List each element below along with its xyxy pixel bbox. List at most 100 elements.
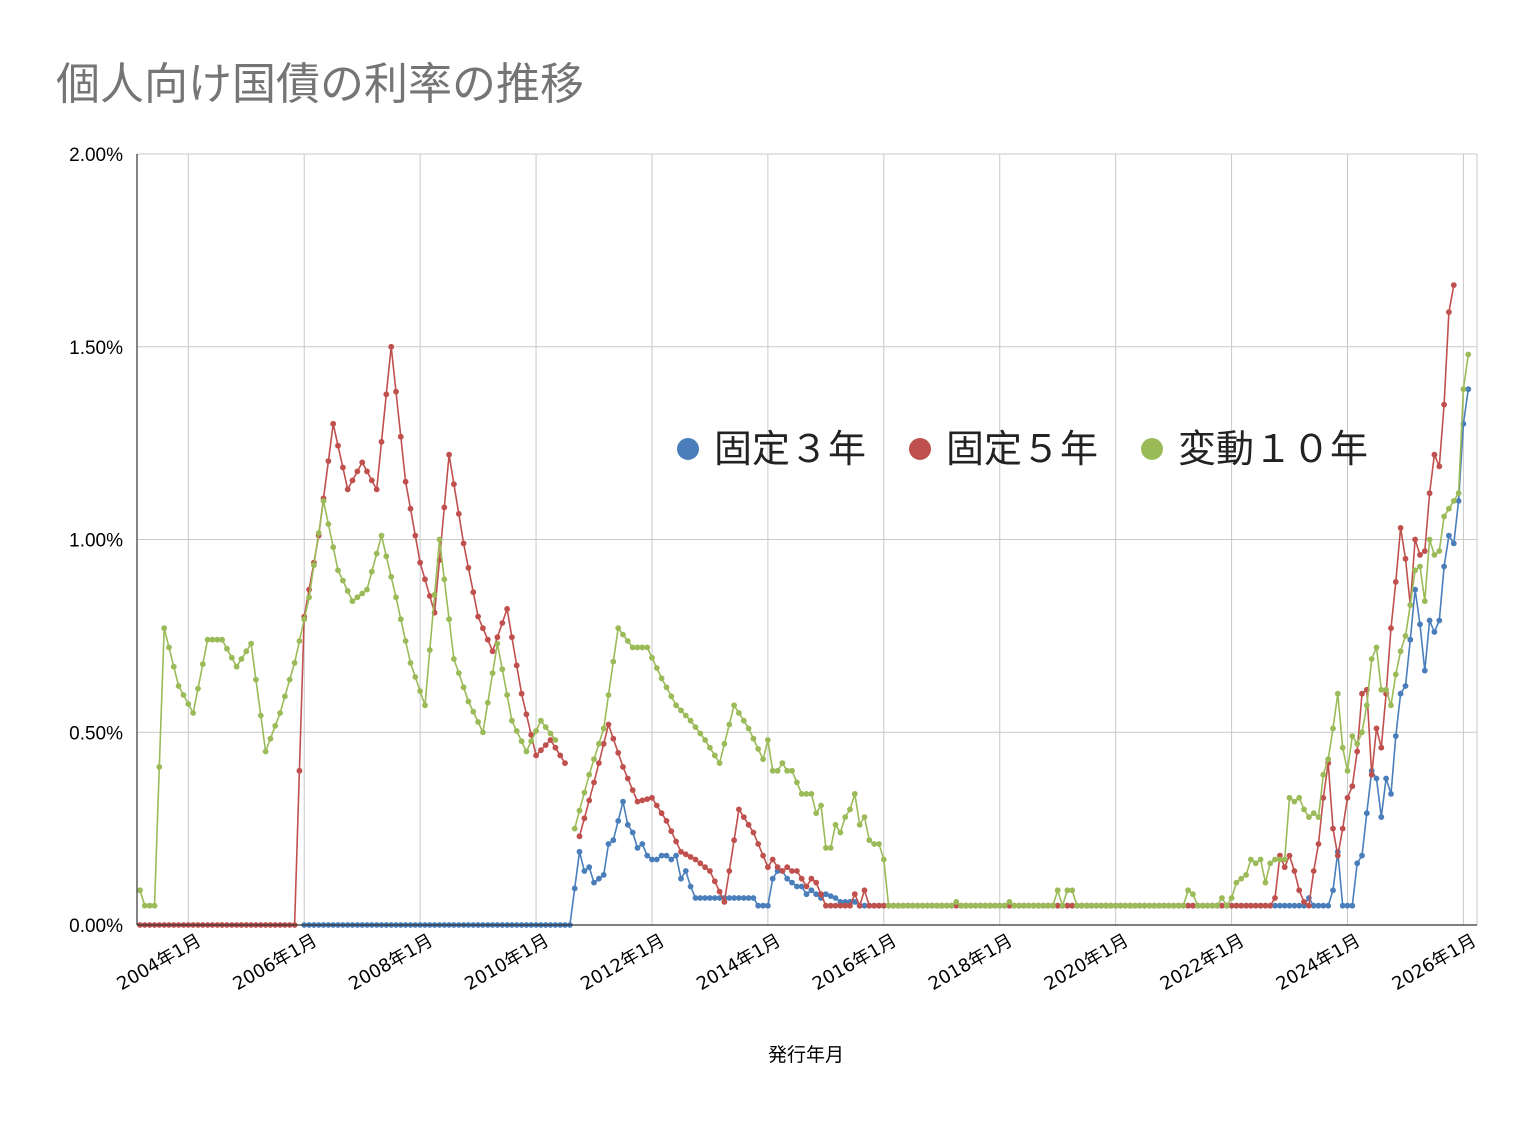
data-point [219,636,226,643]
data-point [576,833,583,840]
data-point [1455,498,1462,504]
data-point [1098,902,1105,909]
data-point [1373,644,1380,651]
data-point [1185,902,1191,909]
data-point [682,851,689,858]
data-point [996,902,1003,909]
data-point [827,902,834,909]
data-point [1151,902,1158,909]
data-point [137,887,143,894]
data-point [412,532,419,539]
data-point [407,505,414,512]
data-point [368,477,375,484]
data-point [1001,902,1008,909]
data-point [663,818,670,824]
data-point [736,710,742,716]
data-point [151,902,158,909]
data-point [832,895,839,901]
data-point [311,562,317,569]
data-point [1296,902,1303,909]
data-point [393,594,399,601]
data-point [639,841,646,847]
chart-title: 個人向け国債の利率の推移 [56,59,584,110]
data-point [1383,775,1389,782]
data-point [847,806,853,813]
data-point [992,902,998,909]
data-point [726,868,733,874]
data-point [238,656,245,662]
y-tick-label: 2.00% [69,145,123,166]
data-point [1450,498,1457,504]
data-point [629,829,636,836]
data-point [1421,548,1428,554]
data-point [528,738,535,745]
data-point [711,895,718,901]
data-point [798,875,805,882]
data-point [426,593,433,599]
data-point [388,573,395,580]
legend-marker [909,438,931,460]
data-point [378,438,385,445]
data-point [813,810,820,817]
data-point [1446,505,1452,512]
data-point [755,841,762,847]
data-point [827,845,834,851]
data-point [803,883,810,890]
data-point [1054,902,1061,909]
data-point [1219,895,1225,901]
data-point [1412,567,1418,574]
data-point [687,883,694,890]
data-point [634,644,641,651]
series-3 [137,351,1472,909]
data-point [1069,902,1076,909]
data-point [359,590,366,597]
data-point [832,821,839,828]
data-point [1243,872,1249,878]
data-point [451,656,457,662]
data-point [1262,879,1269,886]
data-point [682,868,689,874]
data-point [1243,902,1249,909]
data-point [484,699,491,706]
data-point [1383,686,1389,693]
data-point [818,802,824,809]
data-point [769,856,776,863]
data-point [823,902,829,909]
data-point [963,902,969,909]
data-point [407,660,414,666]
data-point [866,837,873,844]
data-point [842,902,849,909]
data-point [769,875,776,882]
data-point [1354,860,1361,867]
data-point [1436,617,1443,624]
data-point [639,797,646,804]
data-point [1330,887,1336,894]
data-point [1117,902,1124,909]
data-point [1392,579,1399,585]
data-point [354,468,361,475]
data-point [750,895,757,901]
data-point [736,895,742,901]
data-point [823,891,829,898]
data-point [624,638,631,644]
data-point [1402,633,1409,639]
data-point [1291,868,1298,874]
data-point [663,852,670,859]
data-point [784,864,791,871]
data-point [653,802,660,809]
data-point [1156,902,1162,909]
data-point [1103,902,1109,909]
data-point [1397,525,1404,531]
data-point [1402,683,1409,689]
data-point [1320,794,1327,801]
data-point [1359,729,1365,736]
data-point [740,717,747,724]
data-point [880,856,887,863]
data-point [1286,852,1293,859]
data-point [1185,887,1191,894]
data-point [233,663,240,670]
data-point [1228,902,1235,909]
data-point [716,760,723,766]
data-point [1272,895,1278,901]
data-point [750,829,757,836]
